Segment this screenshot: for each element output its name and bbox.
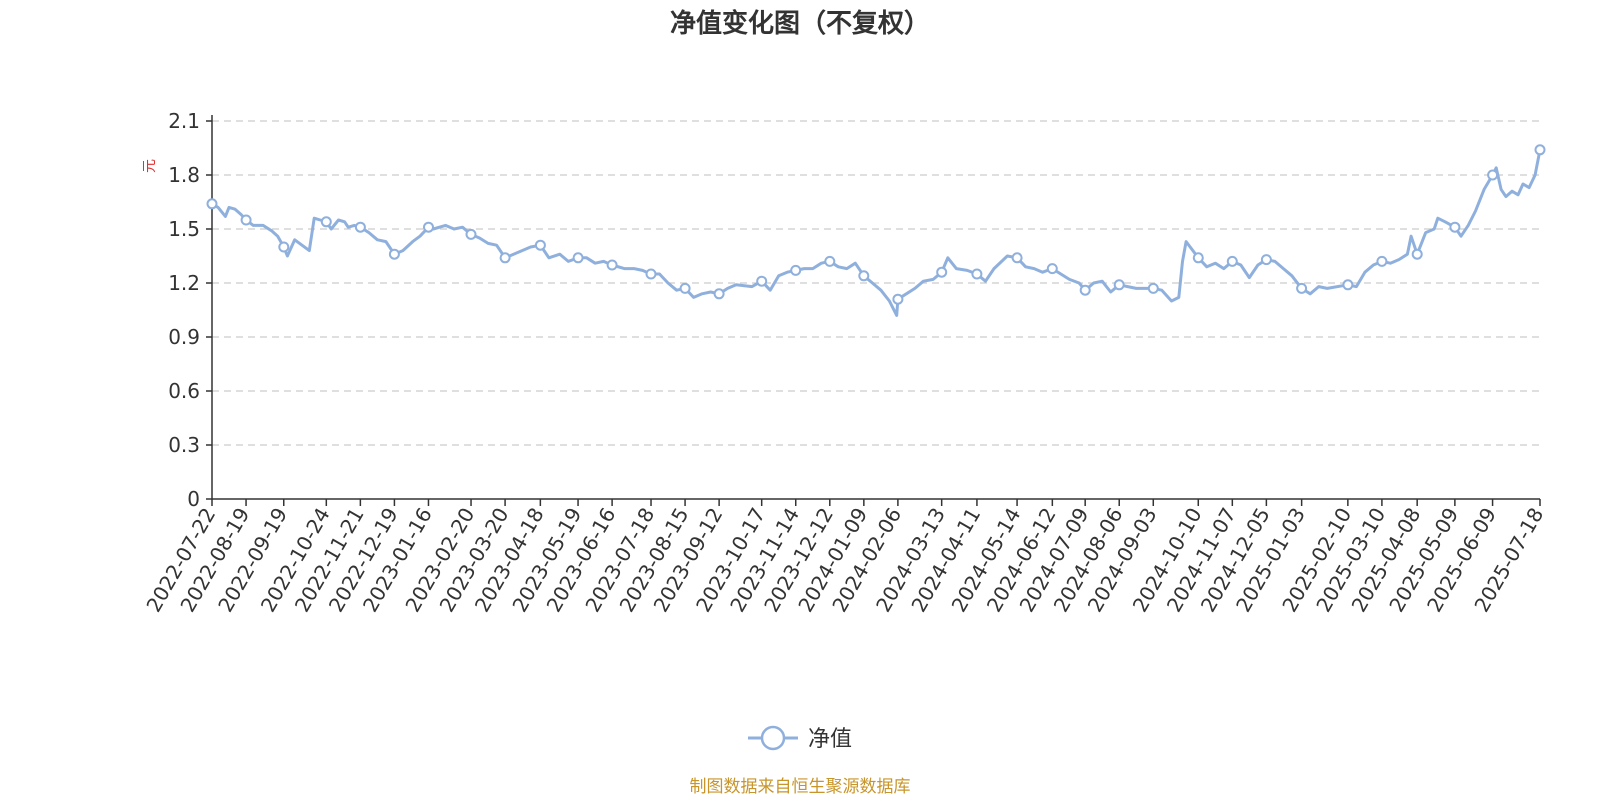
y-axis: 0 0.3 0.6 0.9 1.2 1.5 1.8 2.1: [168, 109, 213, 511]
data-point-marker[interactable]: [1342, 279, 1354, 291]
data-point-marker[interactable]: [206, 198, 218, 210]
data-point-marker[interactable]: [534, 239, 546, 251]
y-tick-label: 1.5: [168, 217, 200, 241]
data-point-marker[interactable]: [790, 264, 802, 276]
data-point-marker[interactable]: [465, 228, 477, 240]
series-net-value: [206, 144, 1546, 317]
legend[interactable]: 净值: [748, 725, 852, 752]
y-tick-label: 0.6: [168, 379, 200, 403]
data-point-marker[interactable]: [278, 241, 290, 253]
data-point-marker[interactable]: [713, 288, 725, 300]
y-tick-label: 1.2: [168, 271, 200, 295]
data-point-marker[interactable]: [1411, 248, 1423, 260]
data-point-marker[interactable]: [1534, 144, 1546, 156]
y-axis-unit: 元: [142, 159, 158, 173]
data-point-marker[interactable]: [679, 282, 691, 294]
y-tick-label: 1.8: [168, 163, 200, 187]
legend-label: 净值: [808, 727, 852, 752]
data-point-marker[interactable]: [858, 270, 870, 282]
data-point-marker[interactable]: [1449, 221, 1461, 233]
chart-title: 净值变化图（不复权）: [670, 8, 930, 39]
y-tick-label: 0.9: [168, 325, 200, 349]
data-point-marker[interactable]: [499, 252, 511, 264]
data-point-marker[interactable]: [1260, 254, 1272, 266]
grid-lines: [212, 120, 1540, 446]
data-point-marker[interactable]: [936, 266, 948, 278]
data-point-marker[interactable]: [1011, 252, 1023, 264]
data-point-marker[interactable]: [756, 275, 768, 287]
x-axis: 2022-07-222022-08-192022-09-192022-10-24…: [141, 498, 1548, 616]
data-point-marker[interactable]: [1226, 255, 1238, 267]
data-source-note: 制图数据来自恒生聚源数据库: [690, 777, 911, 797]
data-point-marker[interactable]: [971, 268, 983, 280]
data-point-marker[interactable]: [1192, 252, 1204, 264]
y-tick-label: 0.3: [168, 433, 200, 457]
data-point-marker[interactable]: [1376, 255, 1388, 267]
data-point-marker[interactable]: [1046, 263, 1058, 275]
y-tick-label: 2.1: [168, 109, 200, 133]
data-point-marker[interactable]: [1113, 279, 1125, 291]
data-point-marker[interactable]: [320, 216, 332, 228]
data-point-marker[interactable]: [1487, 169, 1499, 181]
data-point-marker[interactable]: [572, 252, 584, 264]
data-point-marker[interactable]: [645, 268, 657, 280]
data-point-marker[interactable]: [892, 293, 904, 305]
data-point-marker[interactable]: [423, 221, 434, 233]
data-point-marker[interactable]: [354, 221, 366, 233]
data-point-marker[interactable]: [606, 259, 618, 271]
legend-circle-icon: [760, 725, 786, 751]
data-point-marker[interactable]: [240, 214, 252, 226]
data-point-marker[interactable]: [1296, 282, 1308, 294]
data-point-marker[interactable]: [1079, 284, 1091, 296]
data-point-marker[interactable]: [388, 248, 400, 260]
y-tick-label: 0: [187, 487, 200, 511]
data-point-marker[interactable]: [1147, 282, 1159, 294]
data-point-marker[interactable]: [824, 255, 836, 267]
